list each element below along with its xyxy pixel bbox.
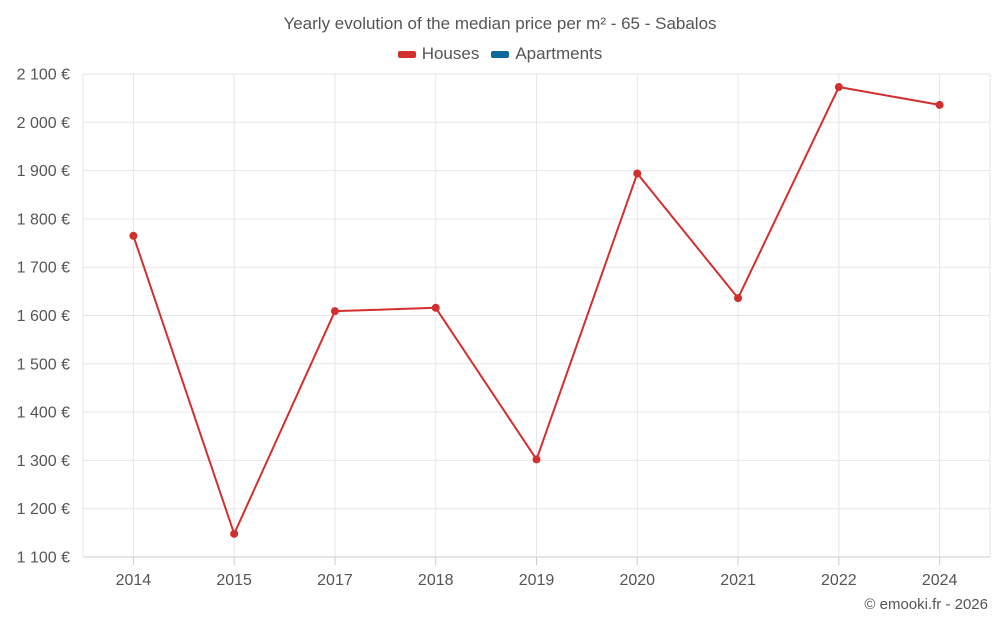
data-point xyxy=(633,169,642,178)
y-tick-label: 1 400 € xyxy=(17,405,70,422)
y-tick-label: 1 100 € xyxy=(17,550,70,567)
legend-swatch-houses xyxy=(397,50,416,58)
data-point xyxy=(532,455,541,464)
data-point xyxy=(431,303,440,312)
data-point xyxy=(734,294,743,303)
x-tick-label: 2017 xyxy=(317,572,353,589)
legend: Houses Apartments xyxy=(0,44,1000,64)
data-point xyxy=(935,100,944,109)
x-tick-label: 2022 xyxy=(821,572,857,589)
legend-label-houses: Houses xyxy=(421,44,480,63)
x-tick-label: 2015 xyxy=(216,572,252,589)
x-tick-label: 2018 xyxy=(418,572,454,589)
x-tick-label: 2024 xyxy=(922,572,958,589)
y-tick-label: 1 500 € xyxy=(17,356,70,373)
legend-swatch-apartments xyxy=(491,50,510,58)
data-point xyxy=(129,231,138,240)
y-tick-label: 1 600 € xyxy=(17,308,70,325)
y-tick-label: 1 900 € xyxy=(17,163,70,180)
y-tick-label: 1 200 € xyxy=(17,501,70,518)
legend-label-apartments: Apartments xyxy=(515,44,603,63)
x-tick-label: 2019 xyxy=(519,572,555,589)
legend-item-houses[interactable]: Houses xyxy=(397,44,480,64)
data-point xyxy=(330,307,339,316)
credit-text: © emooki.fr - 2026 xyxy=(864,596,988,613)
x-tick-label: 2014 xyxy=(116,572,152,589)
x-tick-label: 2020 xyxy=(619,572,655,589)
data-point xyxy=(834,83,843,92)
y-tick-label: 1 300 € xyxy=(17,453,70,470)
y-tick-label: 2 100 € xyxy=(17,67,70,84)
y-tick-label: 2 000 € xyxy=(17,115,70,132)
chart-title: Yearly evolution of the median price per… xyxy=(283,14,717,33)
y-tick-label: 1 700 € xyxy=(17,260,70,277)
x-tick-label: 2021 xyxy=(720,572,756,589)
data-point xyxy=(230,529,239,538)
y-tick-label: 1 800 € xyxy=(17,211,70,228)
legend-item-apartments[interactable]: Apartments xyxy=(491,44,602,64)
